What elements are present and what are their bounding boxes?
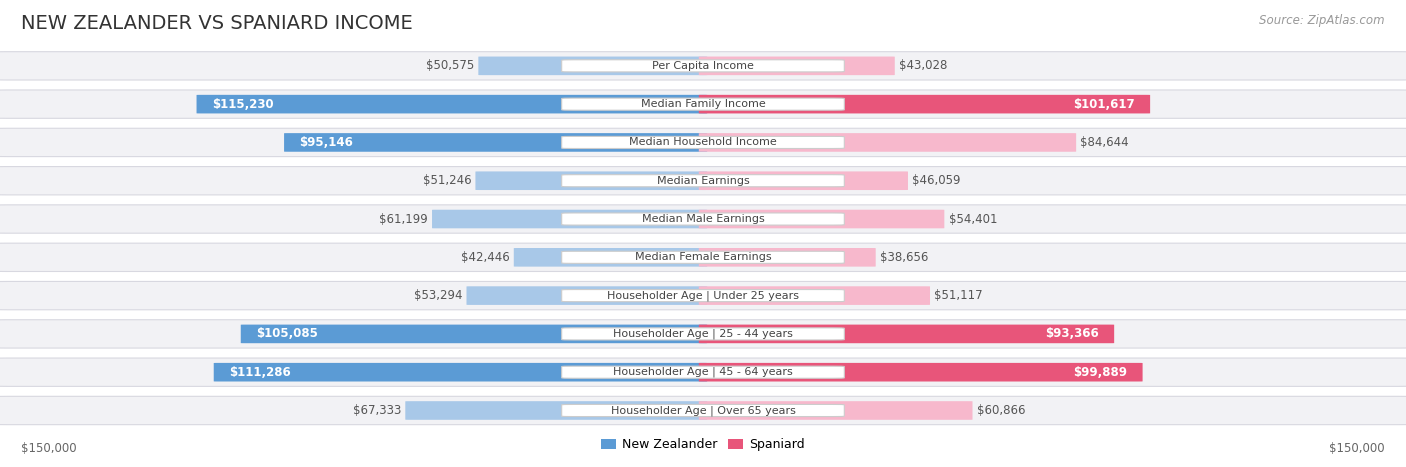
Text: $99,889: $99,889 <box>1073 366 1128 379</box>
Text: Median Male Earnings: Median Male Earnings <box>641 214 765 224</box>
Text: $84,644: $84,644 <box>1080 136 1129 149</box>
Text: Householder Age | 25 - 44 years: Householder Age | 25 - 44 years <box>613 329 793 339</box>
Text: $60,866: $60,866 <box>977 404 1025 417</box>
Text: $42,446: $42,446 <box>461 251 509 264</box>
Text: $50,575: $50,575 <box>426 59 474 72</box>
FancyBboxPatch shape <box>699 57 894 75</box>
FancyBboxPatch shape <box>562 175 844 187</box>
FancyBboxPatch shape <box>0 243 1406 271</box>
FancyBboxPatch shape <box>562 366 844 378</box>
Text: Householder Age | Under 25 years: Householder Age | Under 25 years <box>607 290 799 301</box>
FancyBboxPatch shape <box>699 363 1143 382</box>
FancyBboxPatch shape <box>562 290 844 302</box>
Text: $115,230: $115,230 <box>212 98 274 111</box>
Text: $93,366: $93,366 <box>1045 327 1098 340</box>
FancyBboxPatch shape <box>214 363 707 382</box>
FancyBboxPatch shape <box>699 325 1114 343</box>
FancyBboxPatch shape <box>562 60 844 72</box>
FancyBboxPatch shape <box>562 328 844 340</box>
Text: $150,000: $150,000 <box>1329 442 1385 455</box>
FancyBboxPatch shape <box>699 171 908 190</box>
FancyBboxPatch shape <box>0 128 1406 156</box>
FancyBboxPatch shape <box>478 57 707 75</box>
FancyBboxPatch shape <box>699 401 973 420</box>
Text: $105,085: $105,085 <box>256 327 318 340</box>
Text: $38,656: $38,656 <box>880 251 928 264</box>
Text: $101,617: $101,617 <box>1073 98 1135 111</box>
Text: NEW ZEALANDER VS SPANIARD INCOME: NEW ZEALANDER VS SPANIARD INCOME <box>21 14 413 33</box>
FancyBboxPatch shape <box>699 95 1150 113</box>
FancyBboxPatch shape <box>475 171 707 190</box>
Text: $43,028: $43,028 <box>898 59 948 72</box>
FancyBboxPatch shape <box>432 210 707 228</box>
FancyBboxPatch shape <box>405 401 707 420</box>
FancyBboxPatch shape <box>699 286 929 305</box>
FancyBboxPatch shape <box>0 90 1406 118</box>
Text: $54,401: $54,401 <box>949 212 997 226</box>
Text: $53,294: $53,294 <box>413 289 463 302</box>
FancyBboxPatch shape <box>699 248 876 267</box>
Text: Median Earnings: Median Earnings <box>657 176 749 186</box>
FancyBboxPatch shape <box>467 286 707 305</box>
Legend: New Zealander, Spaniard: New Zealander, Spaniard <box>596 433 810 456</box>
FancyBboxPatch shape <box>562 136 844 149</box>
Text: Householder Age | Over 65 years: Householder Age | Over 65 years <box>610 405 796 416</box>
FancyBboxPatch shape <box>197 95 707 113</box>
Text: Median Family Income: Median Family Income <box>641 99 765 109</box>
FancyBboxPatch shape <box>0 167 1406 195</box>
Text: $51,117: $51,117 <box>934 289 983 302</box>
Text: $51,246: $51,246 <box>423 174 471 187</box>
Text: $150,000: $150,000 <box>21 442 77 455</box>
Text: Householder Age | 45 - 64 years: Householder Age | 45 - 64 years <box>613 367 793 377</box>
FancyBboxPatch shape <box>0 358 1406 386</box>
Text: Per Capita Income: Per Capita Income <box>652 61 754 71</box>
Text: $61,199: $61,199 <box>380 212 427 226</box>
FancyBboxPatch shape <box>699 133 1076 152</box>
FancyBboxPatch shape <box>0 52 1406 80</box>
Text: Median Female Earnings: Median Female Earnings <box>634 252 772 262</box>
Text: $67,333: $67,333 <box>353 404 401 417</box>
FancyBboxPatch shape <box>562 98 844 110</box>
FancyBboxPatch shape <box>0 396 1406 425</box>
FancyBboxPatch shape <box>0 320 1406 348</box>
FancyBboxPatch shape <box>513 248 707 267</box>
FancyBboxPatch shape <box>562 251 844 263</box>
FancyBboxPatch shape <box>562 213 844 225</box>
Text: Median Household Income: Median Household Income <box>628 137 778 148</box>
FancyBboxPatch shape <box>562 404 844 417</box>
FancyBboxPatch shape <box>240 325 707 343</box>
FancyBboxPatch shape <box>284 133 707 152</box>
FancyBboxPatch shape <box>699 210 945 228</box>
Text: $46,059: $46,059 <box>912 174 960 187</box>
FancyBboxPatch shape <box>0 282 1406 310</box>
Text: $111,286: $111,286 <box>229 366 291 379</box>
Text: Source: ZipAtlas.com: Source: ZipAtlas.com <box>1260 14 1385 27</box>
Text: $95,146: $95,146 <box>299 136 353 149</box>
FancyBboxPatch shape <box>0 205 1406 233</box>
